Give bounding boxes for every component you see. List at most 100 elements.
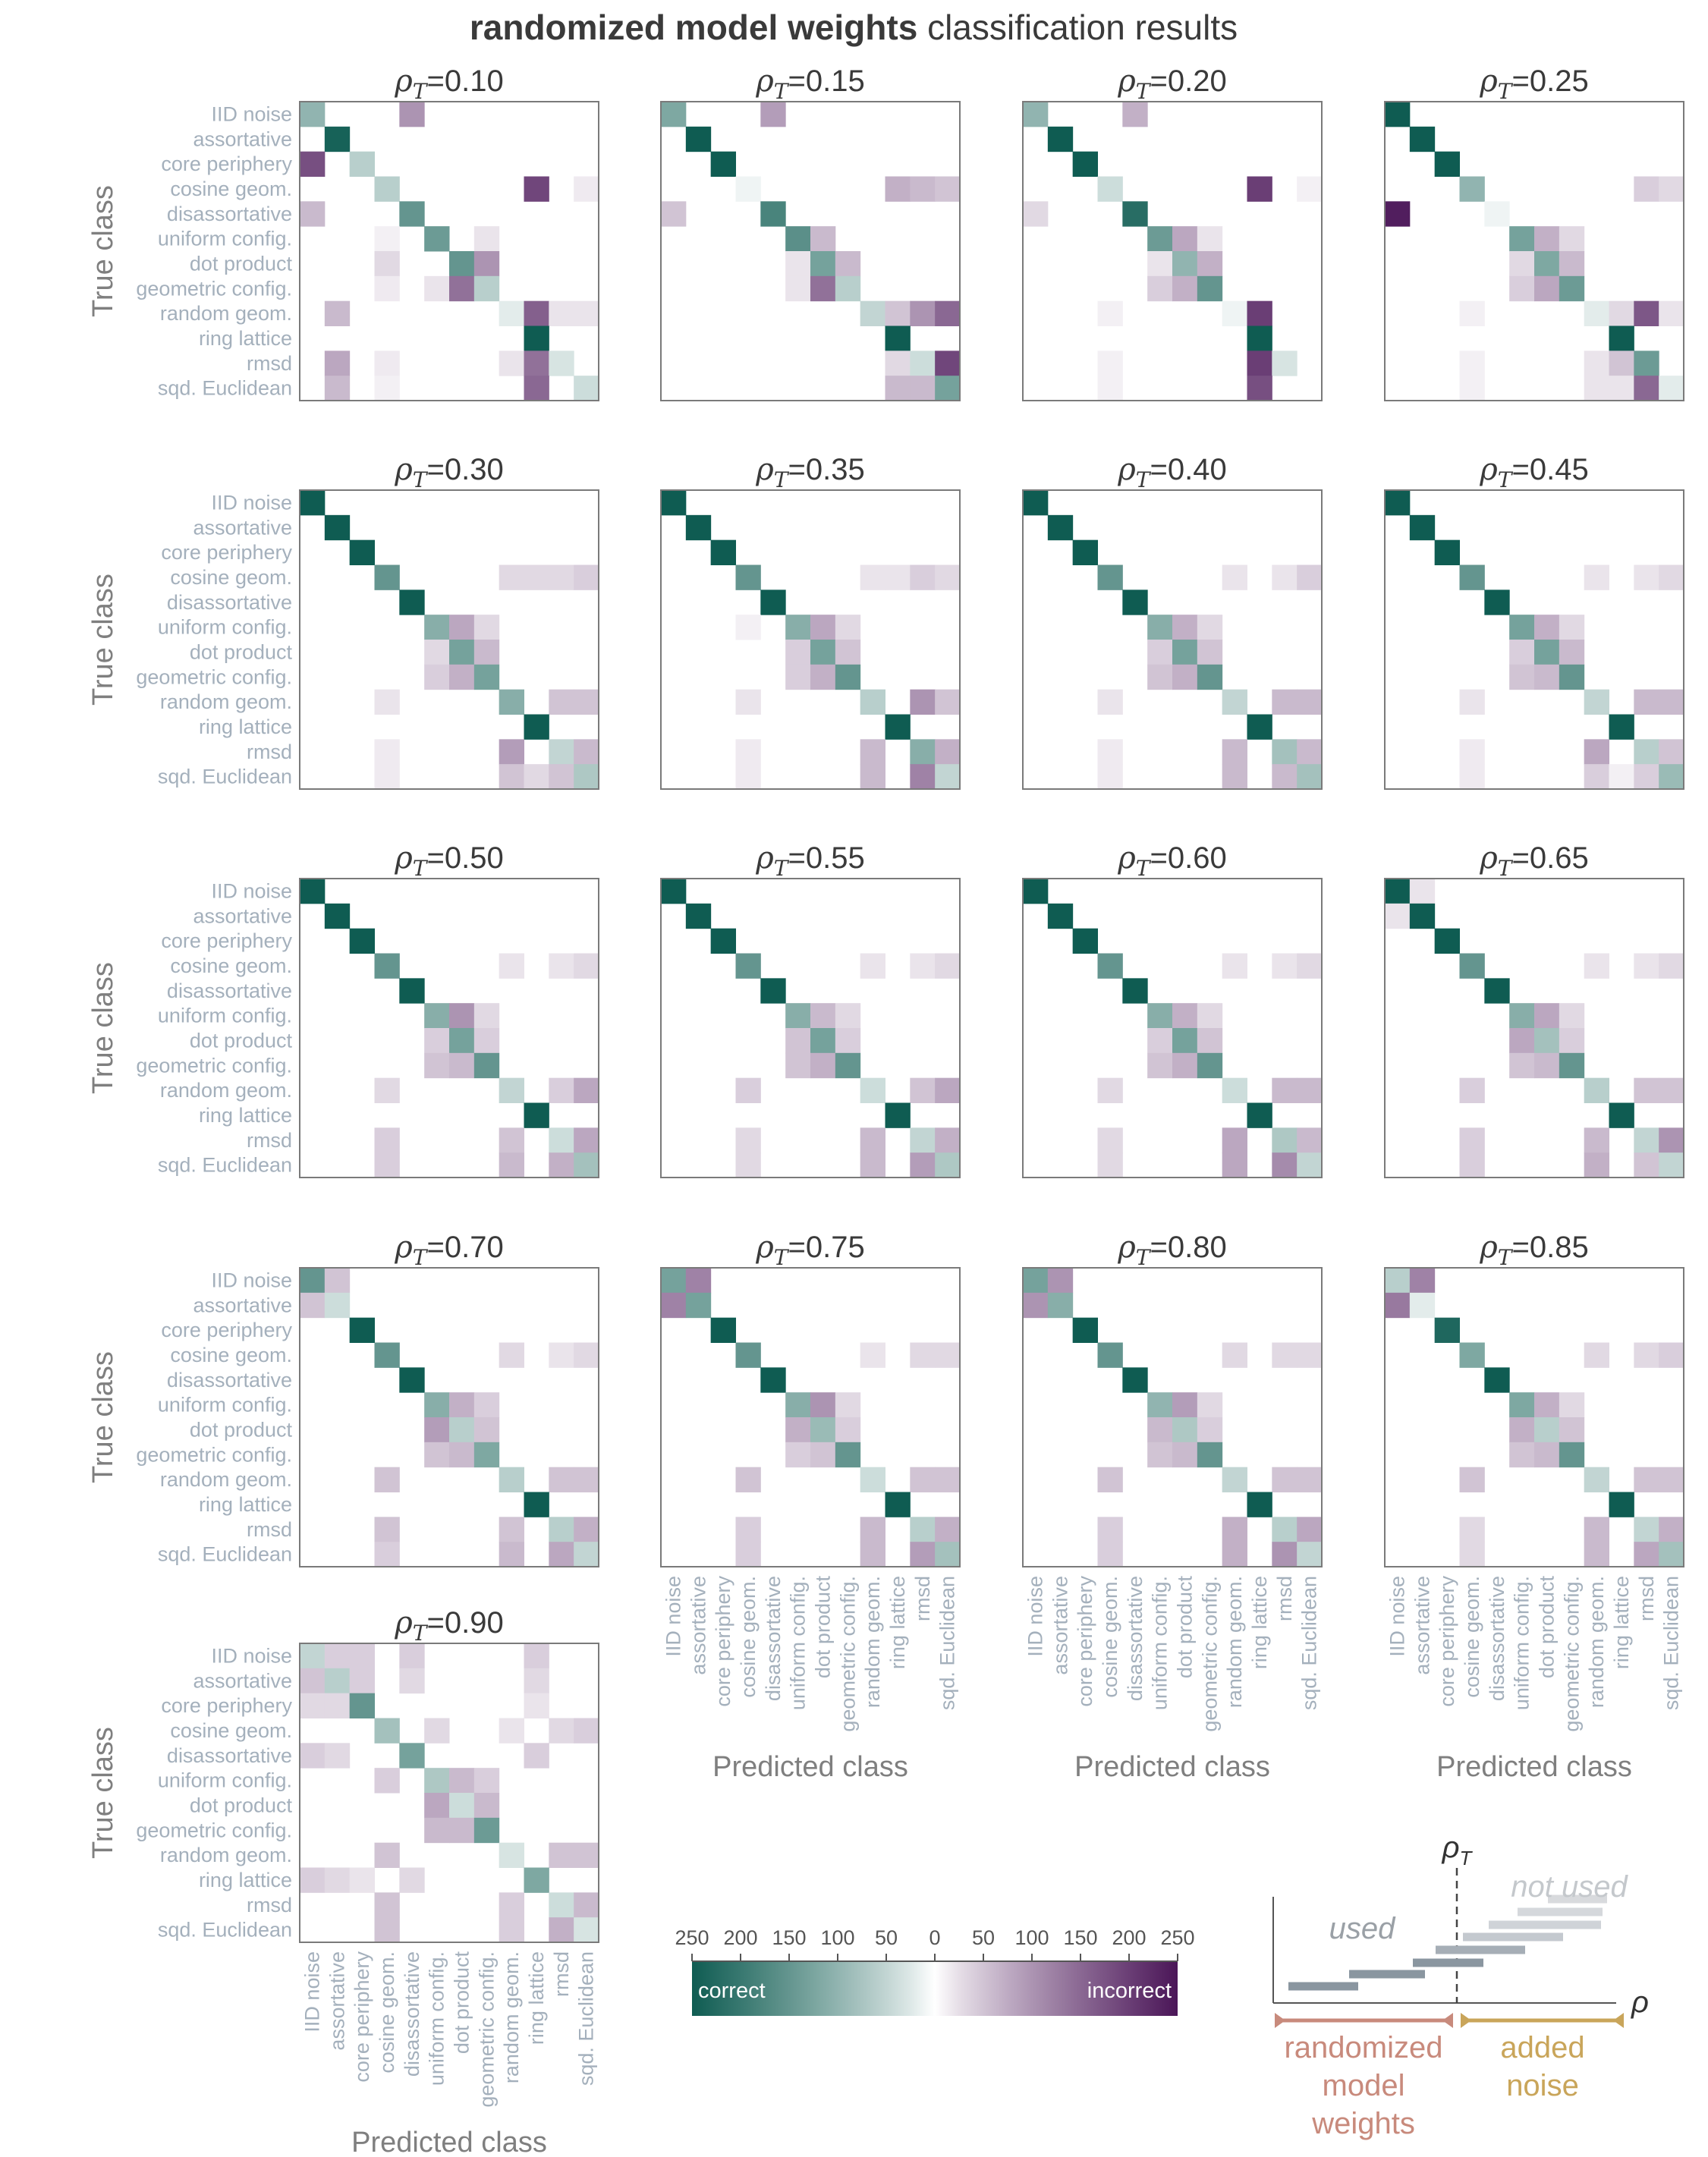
heatmap-cell — [1122, 978, 1148, 1004]
heatmap-cell — [499, 564, 524, 590]
heatmap-cell — [1222, 300, 1247, 326]
rho-symbol: ρ — [1117, 841, 1136, 876]
heatmap-cell — [374, 1342, 400, 1368]
heatmap-cell — [1197, 1052, 1223, 1079]
x-tick-label: ring lattice — [525, 1951, 548, 2045]
y-tick-label: assortative — [193, 127, 292, 150]
heatmap-cell — [574, 953, 599, 979]
rho-symbol: ρ — [394, 1605, 413, 1640]
colorbar-tick-label: 200 — [1112, 1926, 1146, 1949]
x-tick-label: sqd. Euclidean — [1298, 1576, 1321, 1710]
x-tick-label: rmsd — [1273, 1576, 1296, 1621]
heatmap-cell — [860, 764, 885, 790]
y-tick-label: dot product — [190, 1029, 293, 1052]
heatmap-cell — [374, 764, 400, 790]
x-tick-label: rmsd — [550, 1951, 573, 1997]
heatmap-cell — [935, 300, 961, 326]
heatmap-cell — [399, 590, 425, 615]
heatmap-cell — [710, 539, 736, 565]
rho-value: =0.15 — [788, 64, 864, 98]
rho-value: =0.60 — [1150, 841, 1226, 875]
heatmap-cell — [785, 1392, 811, 1418]
panel-frame — [1022, 1267, 1323, 1567]
heatmap-cell — [860, 1077, 885, 1103]
heatmap-cell — [1297, 1467, 1323, 1492]
panel-title: ρT=0.25 — [1479, 64, 1588, 104]
heatmap-cell — [1459, 689, 1485, 715]
heatmap-cell — [785, 1417, 811, 1443]
y-tick-label: core periphery — [161, 929, 292, 952]
heatmap-cell — [1509, 615, 1535, 640]
heatmap-cell — [1559, 1442, 1585, 1468]
heatmap-cell — [1297, 1542, 1323, 1567]
rho-subscript: T — [413, 1245, 429, 1270]
heatmap-cell — [661, 490, 687, 516]
panel-title: ρT=0.65 — [1479, 841, 1588, 881]
heatmap-cell — [810, 1417, 836, 1443]
y-tick-label: random geom. — [160, 1844, 292, 1866]
heatmap-cell — [1247, 714, 1272, 740]
heatmap-cell — [1222, 764, 1247, 790]
heatmap-cell — [685, 126, 712, 152]
heatmap-cell — [1297, 739, 1323, 765]
heatmap-cell — [374, 1718, 400, 1744]
heatmap-cell — [1172, 664, 1198, 690]
x-tick-label: sqd. Euclidean — [575, 1951, 598, 2086]
heatmap-cell — [810, 226, 836, 252]
heatmap-cell — [910, 1152, 936, 1178]
heatmap-cell — [574, 1718, 599, 1744]
heatmap-cell — [910, 1077, 936, 1103]
heatmap-cell — [1385, 1268, 1411, 1294]
heatmap-cell — [374, 176, 400, 202]
heatmap-cell — [1097, 1127, 1123, 1153]
heatmap-cell — [760, 1367, 786, 1393]
heatmap-cell — [1659, 1517, 1684, 1542]
heatmap-cell — [1534, 1003, 1560, 1029]
rho-value: =0.90 — [426, 1606, 503, 1640]
heatmap-cell — [399, 1668, 425, 1694]
heatmap-cell — [300, 1268, 326, 1294]
heatmap-cell — [424, 1768, 450, 1794]
heatmap-cell — [935, 1342, 961, 1368]
heatmap-cell — [1659, 1342, 1684, 1368]
panel-frame — [299, 878, 599, 1178]
y-tick-label: core periphery — [161, 152, 292, 175]
heatmap-cell — [349, 1643, 375, 1669]
heatmap-cell — [910, 764, 936, 790]
heatmap-cell — [1484, 590, 1510, 615]
heatmap-cell — [499, 1342, 524, 1368]
heatmap-cell — [574, 1542, 599, 1567]
heatmap-cell — [424, 1793, 450, 1819]
heatmap-cell — [1459, 176, 1485, 202]
heatmap-cell — [300, 1867, 326, 1893]
heatmap-cell — [910, 739, 936, 765]
panel-frame — [1384, 878, 1684, 1178]
heatmap-cell — [1584, 739, 1609, 765]
x-tick-label: cosine geom. — [376, 1951, 398, 2074]
y-tick-label: IID noise — [211, 491, 292, 514]
panel-frame — [660, 1267, 961, 1567]
heatmap-cell — [449, 615, 475, 640]
heatmap-cell — [1609, 325, 1634, 351]
heatmap-cell — [324, 1867, 351, 1893]
panel-rho-0.80: ρT=0.80 IID noise assortative core peripher… — [1022, 1230, 1323, 1783]
heatmap-cell — [1484, 1367, 1510, 1393]
heatmap-cell — [1509, 1392, 1535, 1418]
heatmap-cell — [524, 1867, 549, 1893]
heatmap-cell — [1297, 1342, 1323, 1368]
heatmap-cell — [499, 739, 524, 765]
heatmap-cell — [374, 351, 400, 376]
heatmap-cell — [499, 953, 524, 979]
heatmap-cell — [685, 903, 712, 929]
heatmap-cell — [1509, 275, 1535, 302]
heatmap-cell — [473, 275, 500, 302]
heatmap-cell — [524, 351, 549, 376]
panel-title: ρT=0.20 — [1117, 64, 1226, 104]
heatmap-cell — [399, 1743, 425, 1769]
heatmap-cell — [835, 1442, 861, 1468]
x-tick-label: dot product — [1173, 1576, 1196, 1679]
heatmap-cell — [835, 251, 861, 277]
y-tick-label: assortative — [193, 1669, 292, 1692]
heatmap-cell — [935, 1517, 961, 1542]
